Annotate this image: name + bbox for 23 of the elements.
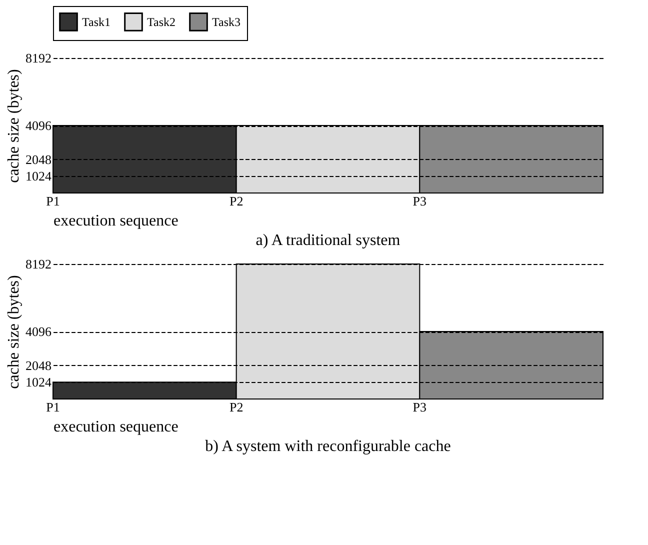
y-tick-label: 2048	[26, 358, 52, 373]
x-axis-title: execution sequence	[54, 418, 178, 436]
y-tick-label: 4096	[26, 118, 52, 133]
x-tick-label: P3	[412, 194, 427, 208]
y-axis-title: cache size (bytes)	[6, 69, 22, 183]
x-tick-label: P1	[46, 194, 60, 208]
x-tick-label: P3	[412, 400, 427, 414]
y-tick-label: 4096	[26, 324, 52, 339]
text: b) A system with reconfigurable cache	[205, 438, 451, 455]
x-axis-title: execution sequence	[54, 212, 178, 230]
legend-label: Task2	[147, 14, 176, 29]
x-tick-label: P1	[46, 400, 60, 414]
legend-label: Task3	[212, 14, 240, 29]
y-tick-label: 1024	[26, 374, 52, 390]
legend-label: Task1	[82, 14, 110, 29]
text: a) A traditional system	[256, 232, 401, 249]
y-axis-title: cache size (bytes)	[6, 275, 22, 389]
y-tick-label: 1024	[26, 168, 52, 184]
x-tick-label: P2	[229, 194, 244, 208]
x-tick-label: P2	[229, 400, 244, 414]
y-tick-label: 8192	[26, 50, 52, 66]
y-tick-label: 2048	[26, 152, 52, 167]
y-tick-label: 8192	[26, 256, 52, 272]
